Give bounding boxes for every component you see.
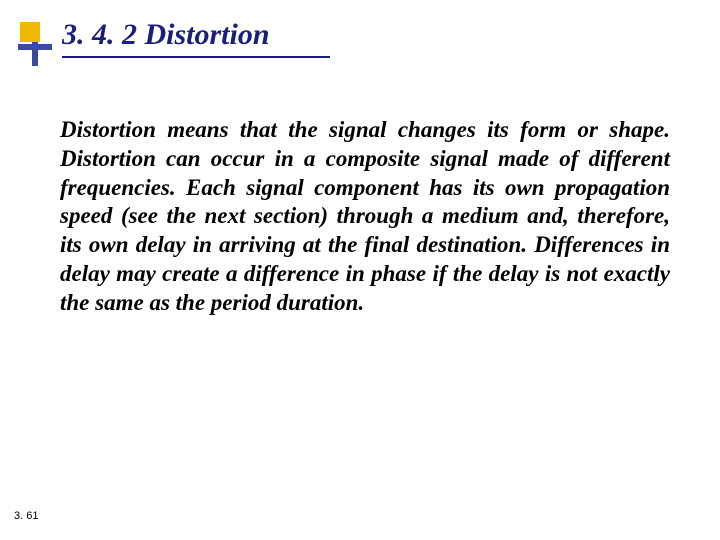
page-number: 3. 61 bbox=[14, 510, 38, 522]
heading-underline bbox=[62, 56, 330, 58]
bullet-bar-horizontal bbox=[18, 44, 52, 50]
body-paragraph: Distortion means that the signal changes… bbox=[60, 116, 670, 317]
bullet-decoration bbox=[18, 22, 52, 66]
bullet-square bbox=[20, 22, 40, 42]
section-heading: 3. 4. 2 Distortion bbox=[62, 18, 270, 52]
